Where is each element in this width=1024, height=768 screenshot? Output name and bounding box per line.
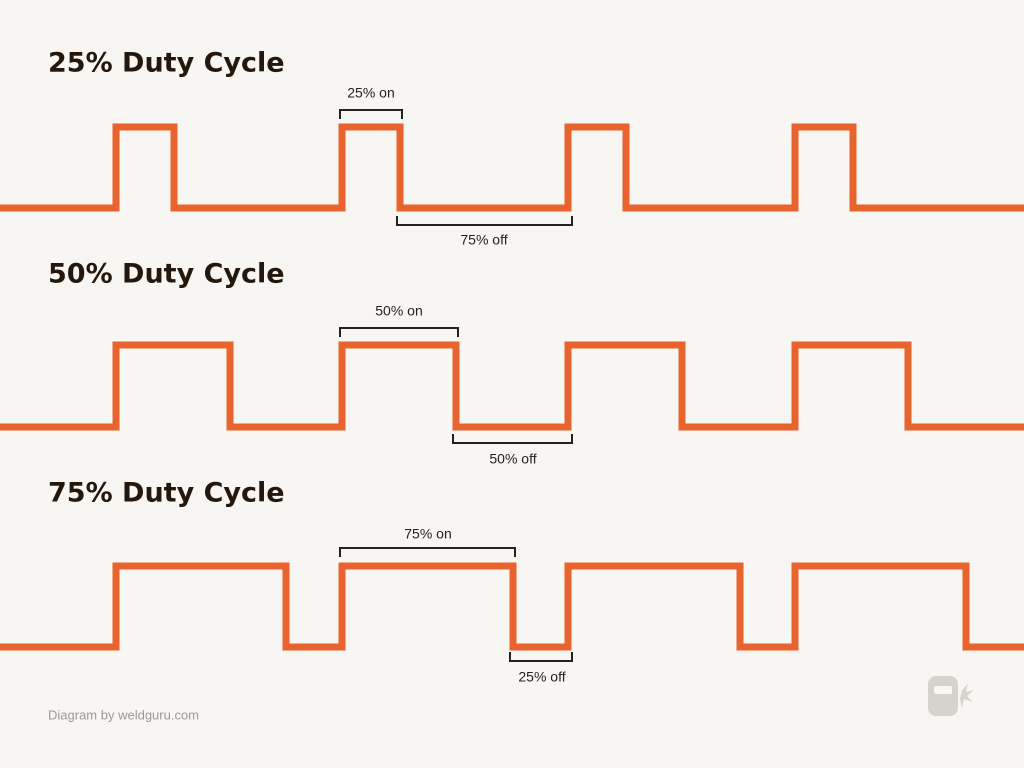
section-title: 75% Duty Cycle bbox=[48, 478, 285, 509]
section-title: 50% Duty Cycle bbox=[48, 259, 285, 290]
off-bracket bbox=[396, 216, 573, 226]
off-label: 50% off bbox=[489, 451, 536, 467]
off-bracket bbox=[452, 434, 573, 444]
waveform bbox=[0, 562, 1024, 651]
on-label: 25% on bbox=[347, 85, 394, 101]
on-bracket bbox=[339, 327, 459, 337]
section-title: 25% Duty Cycle bbox=[48, 48, 285, 79]
on-label: 75% on bbox=[404, 526, 451, 542]
logo bbox=[928, 676, 974, 716]
off-bracket bbox=[509, 652, 573, 662]
credit: Diagram by weldguru.com bbox=[48, 707, 199, 722]
on-bracket bbox=[339, 547, 516, 557]
waveform bbox=[0, 341, 1024, 431]
off-label: 25% off bbox=[518, 669, 565, 685]
waveform bbox=[0, 123, 1024, 212]
on-bracket bbox=[339, 109, 403, 119]
on-label: 50% on bbox=[375, 303, 422, 319]
off-label: 75% off bbox=[460, 232, 507, 248]
